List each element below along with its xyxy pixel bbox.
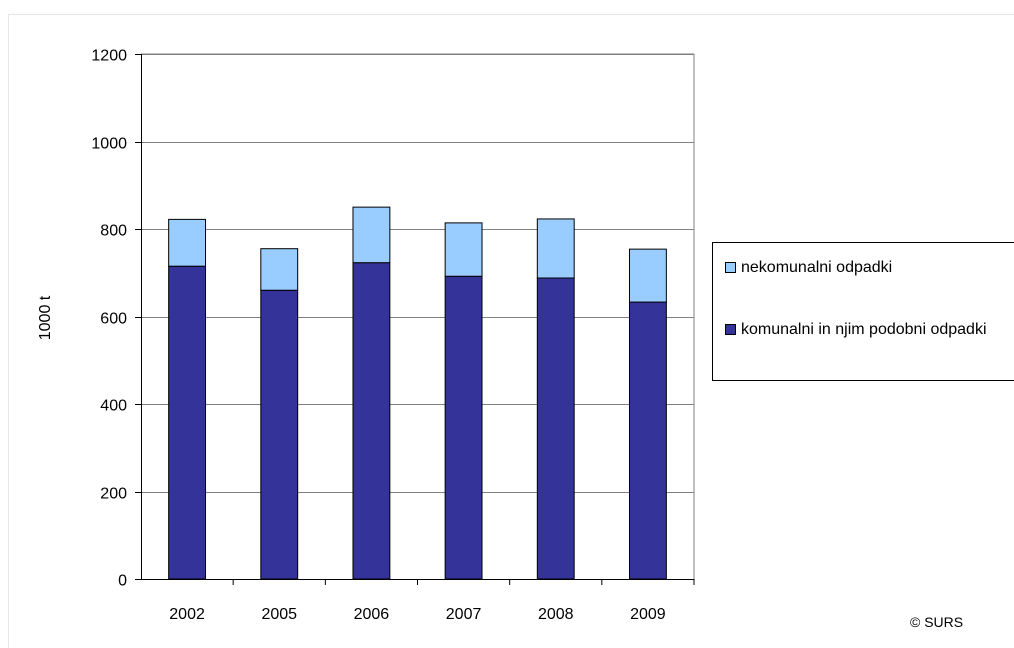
x-tick-label-2005: 2005 bbox=[261, 606, 297, 623]
chart-frame bbox=[8, 14, 1014, 648]
bar-2005-series-1 bbox=[260, 248, 299, 291]
x-tick-label-2002: 2002 bbox=[169, 606, 205, 623]
bars bbox=[168, 206, 667, 580]
x-tick-label-2007: 2007 bbox=[446, 606, 482, 623]
y-tick-label-1000: 1000 bbox=[91, 136, 127, 153]
x-tick-label-2009: 2009 bbox=[630, 606, 666, 623]
bar-2009-series-1 bbox=[628, 248, 667, 303]
bar-2005-series-0 bbox=[260, 289, 299, 580]
x-tick-label-2008: 2008 bbox=[538, 606, 574, 623]
legend-label-nekomunalni: nekomunalni odpadki bbox=[741, 259, 893, 276]
bar-2008-series-1 bbox=[536, 218, 575, 279]
bar-2002-series-1 bbox=[168, 218, 207, 267]
legend-swatch-nekomunalni bbox=[725, 262, 736, 273]
legend-swatch-komunalni bbox=[725, 324, 736, 335]
bar-2009-series-0 bbox=[628, 301, 667, 580]
bar-2006-series-0 bbox=[352, 262, 391, 580]
copyright-notice: © SURS bbox=[910, 614, 964, 630]
bar-2002-series-0 bbox=[168, 265, 207, 580]
y-tick-label-0: 0 bbox=[118, 573, 127, 590]
tick-labels: 0 200 400 600 800 1000 1200 2002 2005 2006 2007 200… bbox=[91, 48, 665, 624]
axes bbox=[135, 54, 695, 585]
bar-2006-series-1 bbox=[352, 206, 391, 264]
bar-2008-series-0 bbox=[536, 277, 575, 580]
legend: nekomunalni odpadki komunalni in njim po… bbox=[712, 242, 1014, 381]
bar-2007-series-0 bbox=[444, 275, 483, 580]
y-tick-label-400: 400 bbox=[100, 398, 127, 415]
x-tick-label-2006: 2006 bbox=[354, 606, 390, 623]
legend-label-komunalni: komunalni in njim podobni odpadki bbox=[741, 321, 987, 338]
y-tick-label-600: 600 bbox=[100, 311, 127, 328]
y-tick-label-1200: 1200 bbox=[91, 48, 127, 65]
bar-2007-series-1 bbox=[444, 222, 483, 277]
y-axis-title: 1000 t bbox=[37, 295, 54, 340]
grid-lines bbox=[141, 53, 695, 579]
y-tick-label-200: 200 bbox=[100, 486, 127, 503]
y-tick-label-800: 800 bbox=[100, 223, 127, 240]
